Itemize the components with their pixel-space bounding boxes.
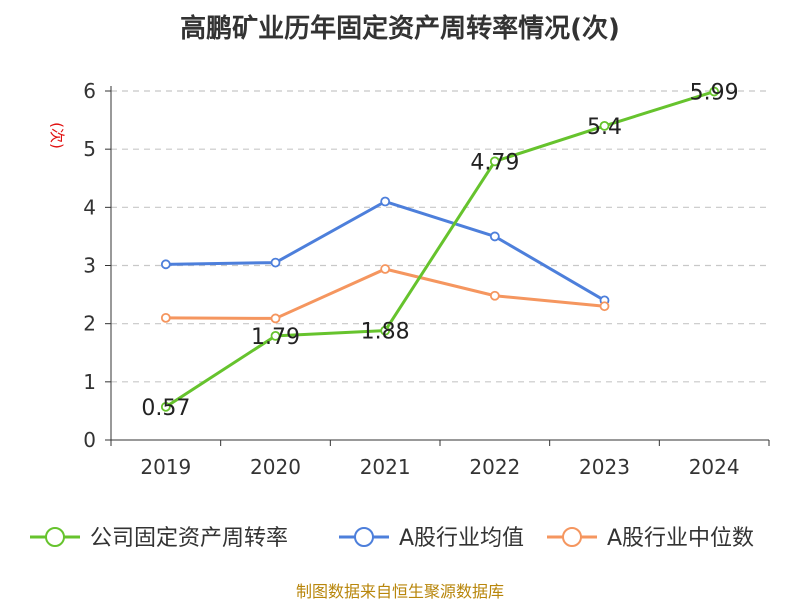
- series-1-point-2019: [160, 259, 171, 270]
- x-tick-label-2024: 2024: [689, 455, 740, 479]
- y-tick-label-0: 0: [83, 428, 96, 452]
- legend-marker-1: [354, 527, 374, 547]
- data-label-2022: 4.79: [470, 150, 519, 175]
- series-0-point-2020: [270, 330, 281, 341]
- data-label-2024: 5.99: [690, 81, 739, 106]
- y-axis-label: (次): [48, 122, 66, 149]
- y-tick-label-6: 6: [83, 79, 96, 103]
- series-0-point-2019: [160, 401, 171, 412]
- series-2-point-2022: [489, 290, 500, 301]
- x-tick-label-2019: 2019: [140, 455, 191, 479]
- series-0-point-2024: [709, 86, 720, 97]
- series-0-point-2023: [599, 121, 610, 131]
- data-label-2023: 5.4: [587, 115, 622, 140]
- y-tick-label-4: 4: [83, 195, 96, 219]
- chart-title: 高鹏矿业历年固定资产周转率情况(次): [180, 14, 620, 44]
- data-label-2019: 0.57: [141, 396, 190, 421]
- x-tick-label-2020: 2020: [250, 455, 301, 479]
- y-tick-label-1: 1: [83, 370, 96, 394]
- series-2-point-2021: [380, 264, 391, 274]
- x-tick-label-2022: 2022: [469, 455, 520, 479]
- y-tick-label-5: 5: [83, 137, 96, 161]
- source-note: 制图数据来自恒生聚源数据库: [295, 582, 504, 601]
- series-2-point-2020: [270, 313, 281, 324]
- legend-marker-2: [562, 527, 582, 547]
- series-2-point-2023: [599, 301, 610, 312]
- y-tick-label-3: 3: [83, 254, 96, 278]
- legend-label-0: 公司固定资产周转率: [90, 526, 288, 551]
- series-1-point-2020: [270, 257, 281, 268]
- x-tick-label-2023: 2023: [579, 455, 630, 479]
- series-line-1: [165, 200, 606, 302]
- series-line-2: [165, 267, 605, 320]
- series-line-0: [165, 90, 715, 409]
- series-2-point-2019: [160, 312, 171, 323]
- series-1-point-2022: [489, 231, 500, 242]
- legend-marker-0: [45, 527, 65, 547]
- series-0-point-2021: [380, 325, 391, 336]
- series-1-point-2021: [380, 196, 391, 207]
- legend-label-2: A股行业中位数: [607, 526, 754, 551]
- data-label-2021: 1.88: [361, 320, 410, 345]
- y-tick-label-2: 2: [83, 312, 96, 336]
- series-0-point-2022: [489, 156, 500, 167]
- x-tick-label-2021: 2021: [360, 455, 411, 479]
- data-label-2020: 1.79: [251, 325, 300, 350]
- legend-label-1: A股行业均值: [399, 526, 524, 551]
